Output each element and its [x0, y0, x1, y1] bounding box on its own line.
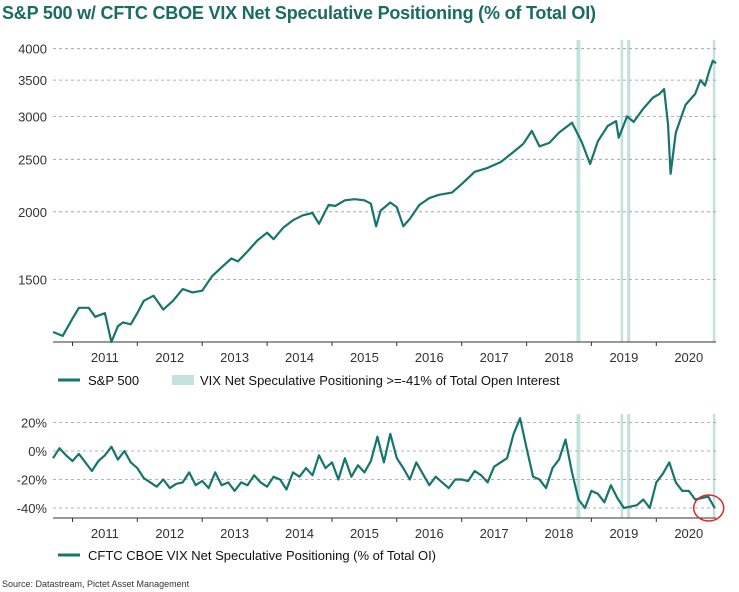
x-tick-label: 2017: [480, 526, 509, 541]
x-tick-label: 2018: [545, 526, 574, 541]
x-tick-label: 2019: [609, 526, 638, 541]
x-tick-label: 2019: [609, 350, 638, 365]
source-note: Source: Datastream, Pictet Asset Managem…: [2, 579, 190, 589]
shaded-period: [712, 414, 716, 518]
chart-title: S&P 500 w/ CFTC CBOE VIX Net Speculative…: [2, 3, 596, 23]
top-x-tick-labels: 2011 2012 2013 2014 2015 2016 2017 2018 2019 2020: [72, 342, 703, 365]
bottom-y-tick-labels: -40% -20% 0% 20%: [17, 416, 48, 517]
top-legend: S&P 500 VIX Net Speculative Positioning …: [58, 373, 560, 388]
x-tick-label: 2020: [674, 526, 703, 541]
x-tick-label: 2013: [220, 350, 249, 365]
shaded-period: [576, 40, 581, 342]
x-tick-label: 2014: [285, 526, 314, 541]
x-tick-label: 2012: [155, 526, 184, 541]
sp500-legend-label: S&P 500: [88, 373, 139, 388]
y-tick-label: 3000: [18, 109, 47, 124]
y-tick-label: 0%: [28, 444, 47, 459]
x-tick-label: 2017: [480, 350, 509, 365]
shaded-period: [620, 40, 624, 342]
highlight-circle: [692, 494, 725, 522]
shaded-period: [712, 40, 716, 342]
y-tick-label: 2500: [18, 152, 47, 167]
top-gridlines: [53, 48, 716, 280]
x-tick-label: 2013: [220, 526, 249, 541]
y-tick-label: 4000: [18, 42, 47, 57]
y-tick-label: -40%: [17, 501, 48, 516]
y-tick-label: 3500: [18, 73, 47, 88]
y-tick-label: 20%: [21, 416, 47, 431]
x-tick-label: 2012: [155, 350, 184, 365]
sp500-line: [52, 59, 717, 344]
shaded-period: [627, 40, 631, 342]
shaded-period: [576, 414, 581, 518]
bottom-x-tick-labels: 2011 2012 2013 2014 2015 2016 2017 2018 2019 2020: [72, 518, 703, 541]
y-tick-label: -20%: [17, 473, 48, 488]
x-tick-label: 2015: [350, 350, 379, 365]
y-tick-label: 2000: [18, 205, 47, 220]
x-tick-label: 2016: [415, 350, 444, 365]
top-shaded-periods: [576, 40, 716, 342]
bottom-shaded-periods: [576, 414, 716, 518]
x-tick-label: 2020: [674, 350, 703, 365]
y-tick-label: 1500: [18, 273, 47, 288]
top-y-tick-labels: 1500 2000 2500 3000 3500 4000: [18, 42, 47, 288]
vix-shade-legend-swatch: [172, 375, 194, 385]
x-tick-label: 2011: [91, 526, 119, 541]
x-tick-label: 2014: [285, 350, 314, 365]
x-tick-label: 2016: [415, 526, 444, 541]
vix-positioning-line: [52, 417, 716, 510]
x-tick-label: 2018: [545, 350, 574, 365]
x-tick-label: 2015: [350, 526, 379, 541]
vix-legend-label: CFTC CBOE VIX Net Speculative Positionin…: [88, 548, 436, 563]
vix-shade-legend-label: VIX Net Speculative Positioning >=-41% o…: [200, 373, 560, 388]
x-tick-label: 2011: [91, 350, 119, 365]
shaded-period: [627, 414, 631, 518]
shaded-period: [620, 414, 624, 518]
bottom-legend: CFTC CBOE VIX Net Speculative Positionin…: [58, 548, 436, 563]
bottom-gridlines: [53, 422, 716, 509]
